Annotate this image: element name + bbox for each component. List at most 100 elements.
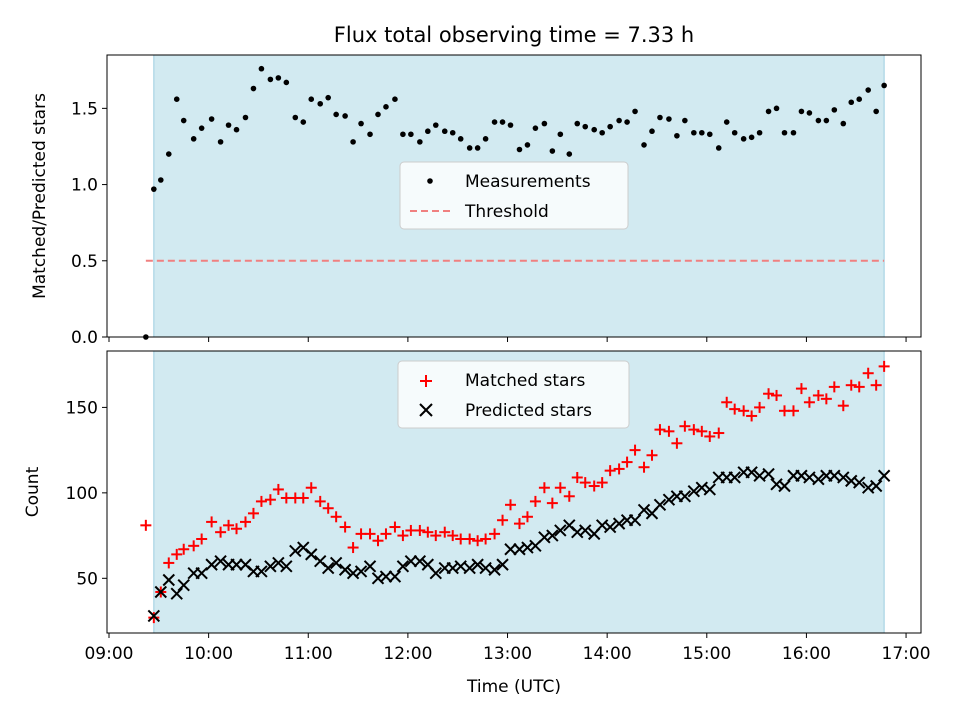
matched-star-point [621, 456, 633, 468]
matched-star-point [837, 400, 849, 412]
matched-star-point [389, 521, 401, 533]
measurement-point [524, 142, 531, 148]
top-y-axis-ticks: 0.0 0.5 1.0 1.5 [71, 99, 107, 348]
predicted-star-point [853, 476, 866, 489]
x-tick-label: 12:00 [383, 644, 432, 664]
measurement-point [180, 117, 187, 124]
measurement-point [765, 108, 772, 115]
matched-star-point [604, 465, 616, 477]
matched-star-point [513, 518, 525, 530]
measurement-point [823, 117, 830, 124]
matched-star-point [529, 495, 541, 507]
predicted-star-point [812, 472, 825, 486]
matched-star-point [239, 516, 251, 528]
x-tick-label: 10:00 [184, 644, 233, 664]
predicted-star-point [628, 513, 642, 527]
measurement-point [856, 96, 863, 103]
measurement-point [367, 131, 373, 138]
measurement-point [566, 151, 573, 157]
measurement-point [358, 120, 364, 127]
measurement-point [325, 94, 331, 101]
matched-star-point [579, 477, 591, 489]
measurement-point [632, 108, 638, 115]
measurement-point [541, 120, 548, 127]
measurement-point [217, 139, 224, 145]
matched-star-point [546, 497, 558, 509]
predicted-star-point [637, 503, 651, 517]
predicted-star-point [255, 565, 268, 578]
matched-star-point [464, 533, 476, 545]
matched-star-point [430, 530, 442, 542]
matched-star-point [472, 535, 484, 547]
matched-star-point [439, 526, 451, 538]
predicted-star-point [321, 561, 335, 575]
measurement-point [731, 129, 738, 136]
measurement-point [616, 117, 622, 124]
predicted-star-point [471, 558, 484, 571]
measurement-point [466, 145, 473, 151]
predicted-star-point [678, 490, 692, 503]
matched-star-point [812, 389, 824, 401]
matched-star-point [588, 480, 600, 492]
matched-star-point [771, 389, 783, 401]
matched-star-point [330, 511, 342, 523]
x-tick-label: 16:00 [782, 644, 831, 664]
measurement-point [831, 107, 838, 113]
measurement-point [383, 104, 389, 110]
measurement-point [624, 119, 630, 125]
matched-star-point [339, 521, 351, 533]
matched-star-point [255, 495, 267, 507]
measurement-point [491, 119, 498, 125]
measurement-point [516, 146, 523, 153]
measurement-point [715, 145, 722, 151]
measurement-point [190, 136, 197, 142]
predicted-star-point [354, 565, 368, 578]
matched-star-point [845, 379, 857, 391]
bottom-y-axis-ticks: 50 100 150 [66, 398, 107, 589]
predicted-star-point [687, 484, 701, 498]
measurement-point [432, 122, 439, 128]
predicted-star-point [463, 561, 476, 575]
x-tick-label: 15:00 [682, 644, 731, 664]
measurement-point [151, 186, 157, 192]
top-x-axis-ticks [108, 337, 907, 342]
matched-star-point [820, 393, 832, 405]
matched-star-point [738, 405, 750, 417]
predicted-stars-series [147, 466, 891, 623]
measurement-point [449, 129, 456, 136]
measurement-point [532, 125, 539, 131]
predicted-star-point [329, 556, 343, 570]
matched-star-point [364, 528, 376, 540]
matched-star-point [663, 425, 675, 437]
x-tick-label: 09:00 [84, 644, 133, 664]
predicted-star-point [388, 570, 402, 583]
measurement-point [781, 129, 788, 136]
bottom-plot-frame [106, 350, 922, 634]
predicted-star-point [379, 570, 393, 583]
predicted-star-point [728, 471, 741, 484]
measurement-point [225, 122, 232, 128]
measurement-point [748, 134, 755, 141]
predicted-star-point [488, 563, 501, 576]
bottom-y-tick-label: 100 [66, 484, 98, 504]
matched-star-point [654, 424, 666, 436]
measurement-point [250, 85, 257, 92]
predicted-star-point [162, 573, 175, 587]
matched-star-point [140, 519, 152, 531]
legend-threshold-label: Threshold [464, 202, 549, 222]
matched-star-point [223, 519, 235, 531]
measurement-point [417, 139, 423, 145]
measurement-point [308, 96, 315, 103]
measurement-point [350, 139, 356, 145]
matched-star-point [264, 494, 276, 506]
matched-star-point [372, 535, 384, 547]
matched-star-point [347, 542, 359, 554]
matched-star-point [538, 482, 550, 494]
legend-measurements-marker [427, 178, 433, 184]
matched-star-point [188, 540, 200, 552]
top-y-tick-label: 1.0 [71, 176, 98, 196]
matched-star-point [314, 495, 326, 507]
measurement-point [674, 132, 680, 139]
matched-star-point [746, 410, 758, 422]
